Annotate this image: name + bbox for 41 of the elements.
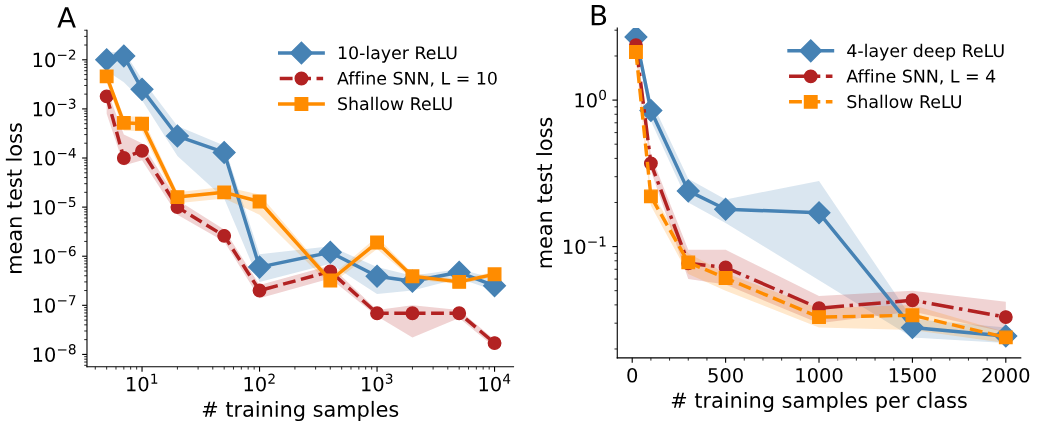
- x-tick-label: 10$^{4}$: [479, 373, 511, 392]
- point: [643, 189, 658, 204]
- legend-label: 4-layer deep ReLU: [847, 43, 1004, 61]
- x-tick-label: 0: [627, 367, 638, 383]
- y-tick-label: 10$^{−1}$: [563, 236, 606, 255]
- y-tick-label: 10$^{−5}$: [33, 197, 76, 215]
- point: [718, 271, 733, 285]
- x-tick-label: 500: [708, 367, 743, 383]
- y-tick-label: 10$^{−3}$: [33, 98, 76, 117]
- legend-label: Shallow ReLU: [847, 94, 961, 109]
- point: [998, 310, 1013, 325]
- y-tick-label: 10$^{−2}$: [33, 49, 76, 68]
- legend-label: Affine SNN, L = 4: [846, 69, 996, 85]
- point: [629, 45, 643, 59]
- x-tick-label: 1500: [889, 367, 936, 383]
- y-axis-title: mean test loss: [5, 123, 22, 273]
- y-tick-label: 10$^{−4}$: [33, 147, 76, 166]
- y-tick-label: 10$^{−6}$: [33, 245, 76, 264]
- y-tick-label: 10$^{0}$: [575, 89, 607, 108]
- x-tick-label: 2000: [982, 367, 1030, 383]
- point: [639, 98, 663, 122]
- x-tick-label: 10$^{1}$: [127, 373, 158, 392]
- point: [905, 308, 920, 323]
- point: [812, 310, 826, 325]
- x-tick-label: 10$^{3}$: [362, 373, 393, 392]
- legend-label: Shallow ReLU: [338, 96, 452, 111]
- y-tick-label: 10$^{−7}$: [33, 295, 76, 313]
- x-axis-title: # training samples per class: [671, 391, 967, 413]
- point: [905, 293, 920, 308]
- legend-label: Affine SNN, L = 10: [337, 71, 497, 87]
- x-tick-label: 1000: [796, 367, 843, 383]
- point: [714, 197, 738, 221]
- chart-title: A: [57, 7, 76, 28]
- point: [807, 201, 831, 225]
- x-tick-label: 10$^{2}$: [244, 373, 275, 392]
- y-tick-label: 10$^{−8}$: [33, 344, 76, 362]
- point: [676, 179, 700, 203]
- chart-title: B: [591, 5, 607, 26]
- y-axis-title: mean test loss: [536, 117, 553, 268]
- legend-label: 10-layer ReLU: [338, 45, 457, 63]
- x-axis-title: # training samples: [202, 400, 399, 422]
